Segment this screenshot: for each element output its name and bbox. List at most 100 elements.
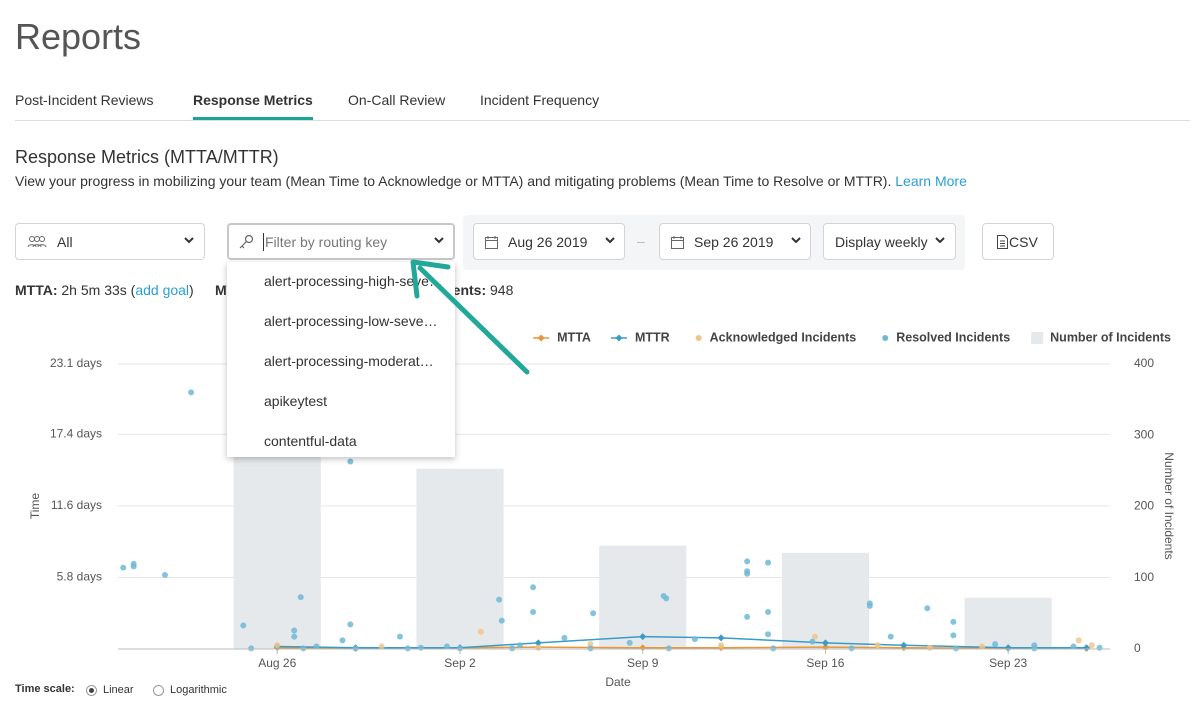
scatter-point [339, 637, 346, 644]
section-description: View your progress in mobilizing your te… [15, 173, 967, 189]
scatter-point [812, 633, 819, 640]
scatter-point [443, 643, 450, 650]
chevron [605, 237, 615, 244]
scatter-point [887, 633, 894, 640]
scatter-point [587, 641, 594, 648]
radio-label: Linear [103, 684, 134, 696]
legend-swatch [615, 334, 623, 342]
y-tick-label: 11.6 days [51, 498, 102, 512]
scatter-point [274, 642, 281, 649]
routing-key-input[interactable]: Filter by routing key [227, 223, 455, 260]
tab[interactable]: Post-Incident Reviews [15, 92, 154, 108]
calendar-icon [485, 236, 498, 249]
scatter-point [161, 571, 168, 578]
line-marker [534, 639, 542, 647]
scatter-point [498, 617, 505, 624]
line-marker [639, 644, 647, 652]
radio[interactable] [153, 685, 164, 696]
scatter-point [291, 633, 298, 640]
scatter-point [378, 643, 385, 650]
add-goal[interactable]: add goal [135, 282, 190, 298]
scatter-point [718, 642, 725, 649]
y-tick-label: 5.8 days [57, 570, 102, 584]
scatter-point [120, 564, 127, 571]
routing-key-option[interactable]: apikeytest [264, 393, 328, 409]
display-select[interactable]: Display weekly [823, 223, 956, 260]
bar [599, 545, 687, 649]
tab[interactable]: Response Metrics [193, 92, 313, 108]
tab[interactable]: Incident Frequency [480, 92, 600, 108]
scatter-point [1070, 643, 1077, 650]
active-tab-underline [193, 117, 313, 120]
end-date[interactable]: Sep 26 2019 [659, 223, 811, 260]
start-date[interactable]: Aug 26 2019 [473, 223, 625, 260]
scatter-point [347, 621, 354, 628]
y-axis-label: Time [28, 493, 42, 520]
line-marker [639, 633, 647, 641]
start-date-value: Aug 26 2019 [508, 234, 588, 250]
scatter-point [404, 645, 411, 652]
scatter-point [477, 628, 484, 635]
scatter-point [297, 594, 304, 601]
scatter-point [1031, 645, 1038, 652]
scatter-point [587, 645, 594, 652]
paren: ( [130, 282, 136, 298]
x-tick-label: Aug 26 [258, 656, 296, 670]
radio-dot [89, 688, 94, 693]
file-icon [997, 235, 1008, 249]
axes-layer: 5.8 days 11.6 days 17.4 days 23.1 days 0 100 2… [28, 330, 1176, 689]
scatter-point [1075, 637, 1082, 644]
scatter-point [744, 558, 751, 565]
bar-layer [233, 428, 1052, 649]
scatter-point [509, 645, 516, 652]
csv-button[interactable]: CSV [982, 223, 1054, 260]
legend-label: MTTA [557, 330, 591, 344]
scatter-layer [120, 389, 1103, 652]
scatter-point [626, 639, 633, 646]
routing-key-option[interactable]: contentful-data [264, 433, 357, 449]
scatter-point [952, 645, 959, 652]
bar [416, 468, 504, 649]
y2-tick-label: 100 [1134, 570, 1154, 584]
scatter-point [866, 602, 873, 609]
calendar-icon [671, 236, 684, 249]
scatter-point [456, 645, 463, 652]
scatter-point [352, 645, 359, 652]
scatter-point [979, 643, 986, 650]
y-tick-label: 17.4 days [50, 426, 102, 440]
radio[interactable] [86, 685, 97, 696]
time-scale-label: Time scale: [15, 683, 75, 695]
scatter-point [744, 613, 751, 620]
scatter-point [130, 563, 137, 570]
scatter-point [590, 610, 597, 617]
routing-key-option[interactable]: alert-processing-high-seve… [264, 273, 443, 289]
scatter-point [950, 618, 957, 625]
tab-divider [15, 120, 1190, 121]
scatter-point [530, 584, 537, 591]
scatter-point [347, 458, 354, 465]
mtta-summary: MTTA: 2h 5m 33s (add goal) [15, 282, 194, 298]
mtta-value: 2h 5m 33s [61, 282, 127, 298]
y2-axis-label: Number of Incidents [1162, 452, 1176, 559]
routing-key-option[interactable]: alert-processing-low-seve… [264, 313, 438, 329]
scatter-point [188, 389, 195, 396]
y2-tick-label: 300 [1134, 427, 1154, 441]
routing-key-option[interactable]: alert-processing-moderat… [264, 353, 434, 369]
tab[interactable]: On-Call Review [348, 92, 446, 108]
scatter-point [396, 633, 403, 640]
x-tick-label: Sep 2 [444, 656, 476, 670]
bar [781, 552, 870, 649]
scatter-point [924, 605, 931, 612]
incidents-value: 948 [490, 282, 514, 298]
team-select[interactable]: All [15, 223, 205, 260]
csv-label: CSV [1009, 234, 1038, 250]
learn-more[interactable]: Learn More [895, 173, 967, 189]
scatter-point [809, 638, 816, 645]
scatter-point [663, 595, 670, 602]
radio-label: Logarithmic [170, 684, 227, 696]
scatter-point [874, 642, 881, 649]
bar [233, 428, 321, 649]
line-marker [1004, 644, 1012, 652]
scatter-point [496, 596, 503, 603]
